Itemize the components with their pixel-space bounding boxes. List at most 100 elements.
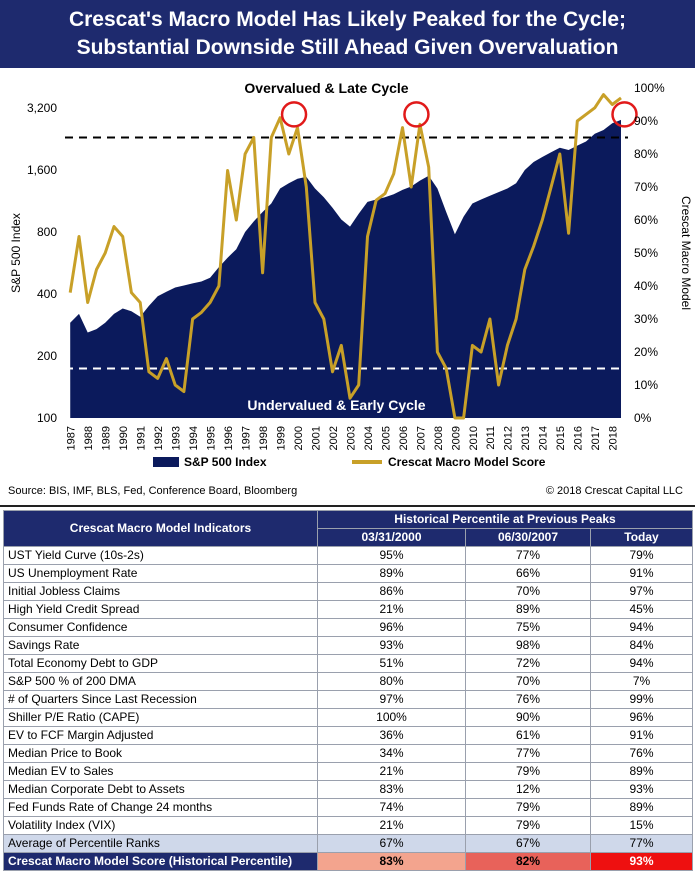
percentile-cell: 34%: [317, 744, 466, 763]
x-tick-label: 1987: [66, 426, 78, 450]
left-tick-label: 800: [37, 225, 57, 239]
percentile-cell: 67%: [465, 834, 591, 853]
chart-area: Overvalued & Late Cycle Undervalued & Ear…: [0, 68, 695, 504]
percentile-cell: 79%: [465, 762, 591, 781]
x-tick-label: 1989: [101, 426, 113, 450]
percentile-cell: 76%: [465, 690, 591, 709]
x-tick-label: 1990: [118, 426, 130, 450]
table-row: Shiller P/E Ratio (CAPE) 100% 90% 96%: [3, 708, 694, 727]
percentile-cell: 12%: [465, 780, 591, 799]
percentile-cell: 21%: [317, 762, 466, 781]
table-row: Initial Jobless Claims 86% 70% 97%: [3, 582, 694, 601]
percentile-cell: 75%: [465, 618, 591, 637]
indicator-table: Crescat Macro Model Indicators Historica…: [3, 510, 694, 871]
x-tick-label: 1992: [153, 426, 165, 450]
indicator-name: S&P 500 % of 200 DMA: [3, 672, 318, 691]
indicator-table-wrap: Crescat Macro Model Indicators Historica…: [3, 510, 694, 871]
x-tick-label: 2011: [485, 426, 497, 450]
x-tick-label: 2015: [555, 426, 567, 450]
legend-label-sp500: S&P 500 Index: [184, 455, 267, 469]
indicator-name: Fed Funds Rate of Change 24 months: [3, 798, 318, 817]
average-row: Average of Percentile Ranks 67% 67% 77%: [3, 834, 694, 853]
x-tick-label: 2010: [468, 426, 480, 450]
percentile-cell: 61%: [465, 726, 591, 745]
percentile-cell: 91%: [589, 726, 694, 745]
percentile-cell: 70%: [465, 672, 591, 691]
percentile-cell: 96%: [317, 618, 466, 637]
table-row: High Yield Credit Spread 21% 89% 45%: [3, 600, 694, 619]
x-tick-label: 1999: [275, 426, 287, 450]
percentile-cell: 99%: [589, 690, 694, 709]
percentile-cell: 82%: [465, 852, 591, 871]
indicator-name: Average of Percentile Ranks: [3, 834, 318, 853]
percentile-cell: 97%: [317, 690, 466, 709]
table-row: Total Economy Debt to GDP 51% 72% 94%: [3, 654, 694, 673]
title-line-1: Crescat's Macro Model Has Likely Peaked …: [68, 8, 627, 31]
x-tick-label: 2009: [450, 426, 462, 450]
x-tick-label: 1996: [223, 426, 235, 450]
right-tick-label: 50%: [634, 246, 658, 260]
x-tick-label: 1993: [171, 426, 183, 450]
indicator-name: EV to FCF Margin Adjusted: [3, 726, 318, 745]
legend-item-model: Crescat Macro Model Score: [352, 455, 545, 469]
percentile-cell: 15%: [589, 816, 694, 835]
legend-item-sp500: S&P 500 Index: [153, 455, 267, 469]
percentile-cell: 45%: [589, 600, 694, 619]
left-axis-label: S&P 500 Index: [9, 213, 23, 293]
indicator-name: US Unemployment Rate: [3, 564, 318, 583]
indicator-name: # of Quarters Since Last Recession: [3, 690, 318, 709]
x-tick-label: 2001: [310, 426, 322, 450]
x-tick-label: 2008: [433, 426, 445, 450]
left-tick-label: 1,600: [27, 163, 57, 177]
indicator-name: Volatility Index (VIX): [3, 816, 318, 835]
percentile-cell: 83%: [317, 780, 466, 799]
percentile-cell: 72%: [465, 654, 591, 673]
legend-label-model: Crescat Macro Model Score: [388, 455, 546, 469]
x-tick-label: 2018: [608, 426, 620, 450]
indicator-name: Savings Rate: [3, 636, 318, 655]
indicator-name: UST Yield Curve (10s-2s): [3, 546, 318, 565]
percentile-cell: 76%: [589, 744, 694, 763]
x-tick-label: 1991: [136, 426, 148, 450]
percentile-cell: 79%: [589, 546, 694, 565]
percentile-cell: 83%: [317, 852, 466, 871]
percentile-cell: 86%: [317, 582, 466, 601]
indicator-name: Initial Jobless Claims: [3, 582, 318, 601]
title-line-2: Substantial Downside Still Ahead Given O…: [76, 36, 619, 59]
x-tick-label: 2002: [328, 426, 340, 450]
header-col-3: Today: [589, 528, 694, 547]
score-row: Crescat Macro Model Score (Historical Pe…: [3, 852, 694, 871]
right-tick-label: 60%: [634, 213, 658, 227]
right-tick-label: 30%: [634, 312, 658, 326]
percentile-cell: 51%: [317, 654, 466, 673]
table-row: Savings Rate 93% 98% 84%: [3, 636, 694, 655]
table-body: UST Yield Curve (10s-2s) 95% 77% 79% US Unem…: [3, 546, 694, 871]
percentile-cell: 95%: [317, 546, 466, 565]
x-tick-label: 2012: [503, 426, 515, 450]
table-row: Consumer Confidence 96% 75% 94%: [3, 618, 694, 637]
annotation-undervalued: Undervalued & Early Cycle: [247, 397, 425, 413]
right-axis-label: Crescat Macro Model: [679, 196, 693, 310]
table-row: Median Corporate Debt to Assets 83% 12% 93%: [3, 780, 694, 799]
legend-swatch-area: [153, 457, 179, 467]
right-tick-label: 0%: [634, 411, 652, 425]
percentile-cell: 21%: [317, 816, 466, 835]
divider: [0, 505, 695, 507]
percentile-cell: 93%: [589, 852, 694, 871]
header-col-1: 03/31/2000: [317, 528, 466, 547]
indicator-name: Median EV to Sales: [3, 762, 318, 781]
right-tick-label: 10%: [634, 378, 658, 392]
percentile-cell: 89%: [589, 762, 694, 781]
x-tick-label: 1995: [205, 426, 217, 450]
percentile-cell: 77%: [465, 546, 591, 565]
percentile-cell: 90%: [465, 708, 591, 727]
percentile-cell: 93%: [317, 636, 466, 655]
x-tick-label: 2005: [380, 426, 392, 450]
left-tick-label: 100: [37, 411, 57, 425]
x-tick-label: 1998: [258, 426, 270, 450]
x-tick-label: 2007: [415, 426, 427, 450]
peak-circle: [611, 101, 638, 128]
percentile-cell: 66%: [465, 564, 591, 583]
indicator-name: Total Economy Debt to GDP: [3, 654, 318, 673]
percentile-cell: 96%: [589, 708, 694, 727]
